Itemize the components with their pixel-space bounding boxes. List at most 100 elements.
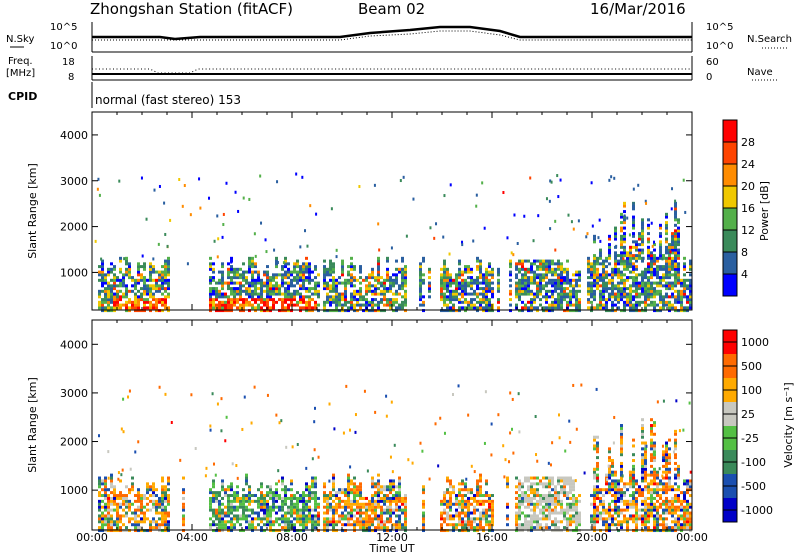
radar-cell [374, 482, 377, 486]
radar-cell [251, 270, 254, 274]
radar-cell [548, 502, 551, 506]
radar-cell [128, 502, 131, 506]
radar-cell [665, 237, 668, 241]
radar-cell [161, 496, 164, 500]
radar-cell [134, 284, 137, 288]
radar-cell [461, 278, 464, 282]
radar-cell [482, 499, 485, 503]
radar-cell [386, 256, 389, 260]
radar-cell [353, 488, 356, 492]
radar-cell [389, 485, 392, 489]
radar-cell [650, 444, 653, 448]
radar-cell [674, 461, 677, 465]
radar-cell [404, 309, 407, 313]
radar-cell [284, 485, 287, 489]
radar-cell [287, 284, 290, 288]
radar-cell [473, 494, 476, 498]
radar-cell [395, 298, 398, 302]
radar-cell [575, 526, 578, 530]
radar-cell [347, 300, 350, 304]
radar-cell [329, 259, 332, 263]
radar-cell [564, 449, 567, 453]
radar-cell [215, 517, 218, 521]
radar-cell [98, 491, 101, 495]
radar-cell [98, 529, 101, 533]
radar-cell [284, 499, 287, 503]
radar-cell [554, 303, 557, 307]
radar-cell [419, 441, 422, 445]
radar-cell [476, 499, 479, 503]
radar-cell [659, 505, 662, 509]
radar-cell [440, 289, 443, 293]
radar-cell [569, 440, 572, 444]
radar-cell [446, 278, 449, 282]
radar-cell [323, 287, 326, 291]
radar-cell [230, 523, 233, 527]
radar-cell [164, 300, 167, 304]
radar-cell [461, 289, 464, 293]
radar-cell [653, 444, 656, 448]
radar-cell [293, 494, 296, 498]
radar-cell [461, 479, 464, 483]
radar-cell [314, 276, 317, 280]
radar-cell [659, 482, 662, 486]
radar-cell [143, 309, 146, 313]
radar-cell [488, 281, 491, 285]
radar-cell [167, 265, 170, 269]
radar-cell [665, 488, 668, 492]
radar-cell [647, 240, 650, 244]
radar-cell [128, 309, 131, 313]
radar-cell [476, 287, 479, 291]
radar-cell [620, 226, 623, 230]
radar-cell [608, 262, 611, 266]
station-title: Zhongshan Station (fitACF) [90, 0, 293, 18]
radar-cell [245, 526, 248, 530]
radar-cell [674, 309, 677, 313]
radar-cell [470, 526, 473, 530]
radar-cell [110, 523, 113, 527]
radar-cell [305, 276, 308, 280]
radar-cell [572, 287, 575, 291]
radar-cell [251, 517, 254, 521]
radar-cell [632, 453, 635, 457]
radar-cell [269, 508, 272, 512]
radar-cell [629, 284, 632, 288]
radar-cell [350, 306, 353, 310]
radar-cell [296, 276, 299, 280]
radar-cell [122, 303, 125, 307]
radar-cell [305, 262, 308, 266]
radar-cell [548, 265, 551, 269]
radar-cell [599, 292, 602, 296]
radar-cell [617, 281, 620, 285]
radar-cell [548, 281, 551, 285]
radar-cell [677, 221, 680, 225]
radar-cell [215, 303, 218, 307]
radar-cell [443, 494, 446, 498]
radar-cell [98, 517, 101, 521]
radar-cell [353, 529, 356, 533]
radar-cell [344, 488, 347, 492]
radar-cell [566, 511, 569, 515]
radar-cell [669, 250, 672, 254]
radar-cell [458, 505, 461, 509]
radar-cell [113, 298, 116, 302]
radar-cell [629, 289, 632, 293]
radar-cell [650, 499, 653, 503]
radar-cell [620, 289, 623, 293]
radar-cell [485, 514, 488, 518]
radar-cell [127, 395, 130, 399]
radar-cell [578, 520, 581, 524]
radar-cell [485, 309, 488, 313]
radar-cell [596, 496, 599, 500]
radar-cell [653, 292, 656, 296]
radar-cell [311, 270, 314, 274]
radar-cell [533, 482, 536, 486]
radar-cell [605, 520, 608, 524]
radar-cell [617, 511, 620, 515]
radar-cell [359, 292, 362, 296]
radar-cell [143, 494, 146, 498]
radar-cell [542, 295, 545, 299]
radar-cell [449, 505, 452, 509]
radar-cell [116, 298, 119, 302]
radar-cell [533, 262, 536, 266]
